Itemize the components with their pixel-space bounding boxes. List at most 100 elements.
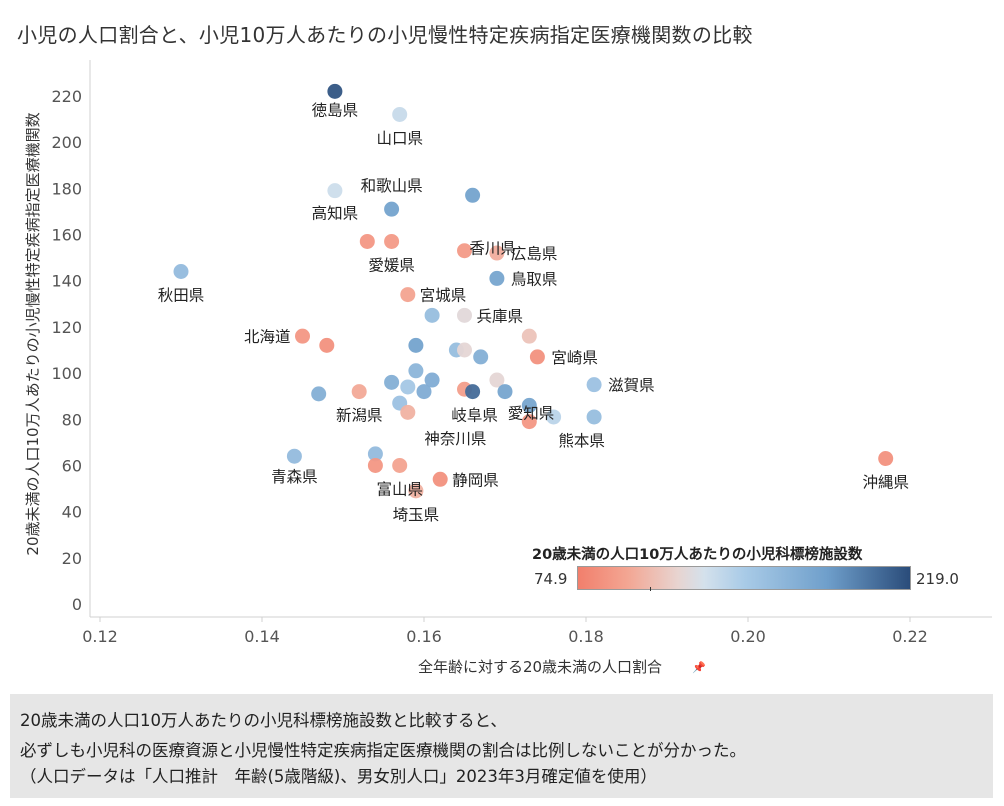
point-label: 鳥取県 — [511, 270, 558, 288]
caption-line-3: （人口データは「人口推計 年齢(5歳階級)、男女別人口」2023年3月確定値を使… — [20, 767, 657, 786]
point-label: 岐阜県 — [451, 407, 498, 425]
point-label: 高知県 — [312, 205, 359, 223]
scatter-point[interactable] — [408, 337, 424, 353]
scatter-point[interactable] — [489, 245, 505, 261]
x-tick-label: 0.16 — [406, 627, 442, 646]
caption-box: 20歳未満の人口10万人あたりの小児科標榜施設数と比較すると、 必ずしも小児科の… — [10, 694, 993, 798]
y-tick-label: 80 — [62, 410, 82, 429]
point-label: 宮城県 — [420, 287, 467, 305]
scatter-point[interactable] — [424, 307, 440, 323]
x-tick-label: 0.22 — [892, 627, 928, 646]
scatter-point[interactable] — [384, 233, 400, 249]
scatter-point[interactable] — [367, 446, 383, 462]
chart-title: 小児の人口割合と、小児10万人あたりの小児慢性特定疾病指定医療機関数の比較 — [17, 23, 753, 47]
scatter-point[interactable] — [546, 409, 562, 425]
x-tick-label: 0.12 — [82, 627, 118, 646]
point-label: 愛知県 — [508, 405, 555, 423]
scatter-point[interactable] — [489, 270, 505, 286]
scatter-point[interactable] — [457, 307, 472, 323]
scatter-point[interactable] — [521, 328, 537, 344]
y-tick-label: 160 — [51, 226, 82, 245]
color-legend-bar[interactable] — [577, 566, 911, 590]
y-tick-label: 60 — [62, 456, 82, 475]
scatter-point[interactable] — [173, 263, 189, 279]
scatter-point[interactable] — [286, 448, 302, 464]
scatter-point[interactable] — [457, 243, 472, 259]
scatter-point[interactable] — [400, 379, 416, 395]
x-axis-title: 全年齢に対する20歳未満の人口割合 — [418, 658, 662, 676]
scatter-point[interactable] — [319, 337, 335, 353]
scatter-point[interactable] — [327, 83, 343, 99]
scatter-point[interactable] — [408, 483, 424, 499]
scatter-point[interactable] — [473, 349, 489, 365]
point-label: 神奈川県 — [424, 430, 486, 448]
scatter-point[interactable] — [586, 409, 602, 425]
scatter-point[interactable] — [521, 397, 537, 413]
legend-max-label: 219.0 — [916, 570, 959, 588]
legend-title: 20歳未満の人口10万人あたりの小児科標榜施設数 — [532, 547, 863, 563]
y-tick-label: 120 — [51, 318, 82, 337]
y-tick-label: 180 — [51, 179, 82, 198]
scatter-point[interactable] — [465, 187, 481, 203]
point-label: 北海道 — [244, 328, 291, 346]
scatter-point[interactable] — [878, 451, 894, 467]
scatter-point[interactable] — [295, 328, 310, 344]
point-label: 滋賀県 — [608, 377, 655, 395]
y-tick-label: 0 — [72, 595, 82, 614]
point-label: 沖縄県 — [862, 474, 909, 492]
scatter-point[interactable] — [311, 386, 327, 402]
scatter-point[interactable] — [408, 363, 424, 379]
scatter-point[interactable] — [384, 201, 400, 217]
scatter-point[interactable] — [457, 342, 472, 358]
scatter-point[interactable] — [489, 372, 505, 388]
x-tick-label: 0.20 — [730, 627, 766, 646]
scatter-point[interactable] — [529, 349, 545, 365]
pin-icon: 📌 — [692, 660, 706, 674]
point-label: 秋田県 — [158, 286, 205, 304]
point-label: 静岡県 — [452, 471, 499, 489]
scatter-point[interactable] — [359, 233, 375, 249]
legend-tick — [650, 587, 651, 591]
point-label: 新潟県 — [336, 407, 383, 425]
point-label: 埼玉県 — [393, 506, 440, 524]
scatter-point[interactable] — [424, 372, 440, 388]
scatter-point[interactable] — [392, 106, 408, 122]
scatter-point[interactable] — [416, 384, 432, 400]
x-tick-label: 0.18 — [568, 627, 604, 646]
point-label: 和歌山県 — [361, 177, 423, 195]
y-tick-label: 40 — [62, 503, 82, 522]
scatter-point[interactable] — [400, 404, 416, 420]
scatter-point[interactable] — [432, 471, 448, 487]
caption-line-1: 20歳未満の人口10万人あたりの小児科標榜施設数と比較すると、 — [20, 711, 507, 730]
point-label: 富山県 — [376, 480, 423, 498]
point-label: 青森県 — [271, 468, 318, 486]
scatter-point[interactable] — [351, 384, 367, 400]
point-label: 愛媛県 — [368, 256, 415, 274]
y-tick-label: 200 — [51, 133, 82, 152]
scatter-chart: 0 20 40 60 80 100 120 140 160 180 200 220 0.12 0.14 0.… — [24, 60, 992, 676]
x-tick-label: 0.14 — [244, 627, 280, 646]
y-tick-label: 220 — [51, 87, 82, 106]
scatter-point[interactable] — [392, 457, 408, 473]
point-label: 香川県 — [469, 239, 516, 257]
y-axis-title: 20歳未満の人口10万人あたりの小児慢性特定疾病指定医療機関数 — [24, 112, 42, 555]
scatter-point[interactable] — [367, 457, 383, 473]
y-tick-label: 100 — [51, 364, 82, 383]
scatter-point[interactable] — [586, 377, 602, 393]
scatter-point[interactable] — [327, 183, 343, 199]
point-label: 宮崎県 — [551, 349, 598, 367]
point-label: 兵庫県 — [477, 307, 524, 325]
legend-min-label: 74.9 — [534, 570, 568, 588]
scatter-point[interactable] — [521, 414, 537, 430]
point-label: 広島県 — [511, 245, 558, 263]
y-tick-label: 140 — [51, 272, 82, 291]
point-label: 山口県 — [376, 129, 423, 147]
scatter-point[interactable] — [465, 384, 481, 400]
scatter-point[interactable] — [384, 374, 400, 390]
scatter-point[interactable] — [497, 384, 513, 400]
y-tick-label: 20 — [62, 549, 82, 568]
caption-line-2: 必ずしも小児科の医療資源と小児慢性特定疾病指定医療機関の割合は比例しないことが分… — [20, 741, 746, 760]
scatter-point[interactable] — [400, 287, 416, 303]
point-label: 徳島県 — [312, 101, 359, 119]
point-label: 熊本県 — [558, 432, 605, 450]
